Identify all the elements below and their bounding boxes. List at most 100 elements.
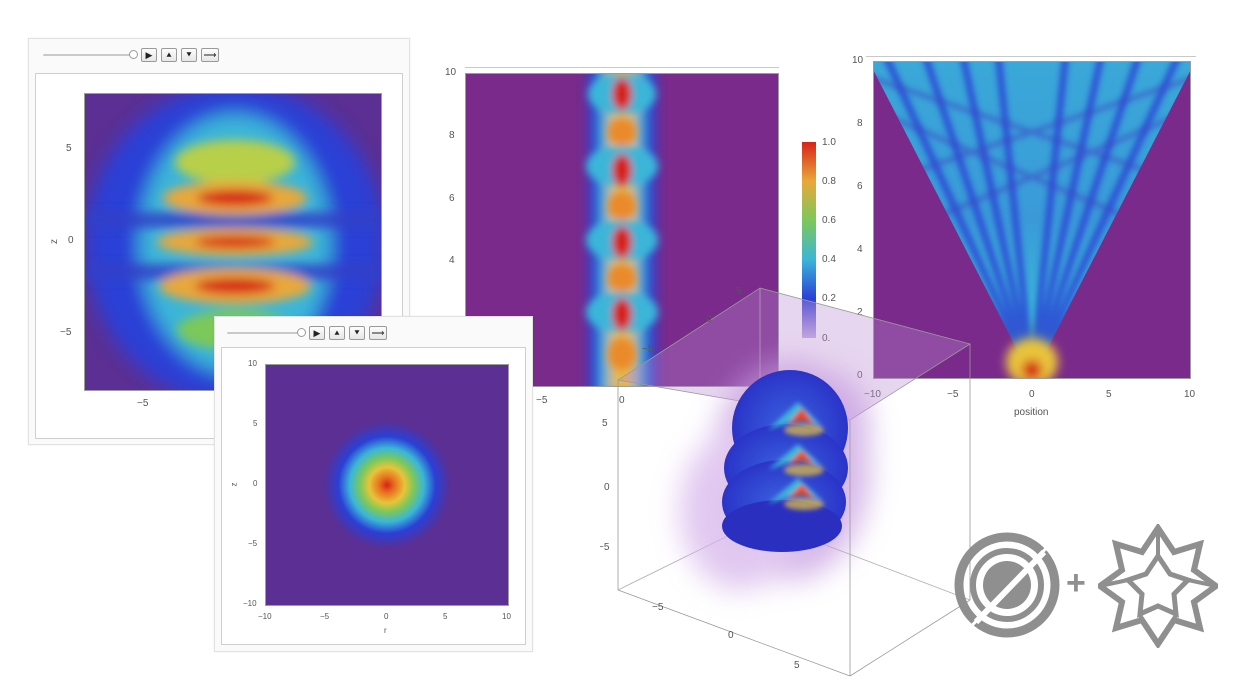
cube-ztick-top-0: 0 (706, 314, 712, 325)
double-chevron-up-icon: ⯅ (165, 49, 173, 60)
cube-ytick-0: 0 (604, 482, 610, 493)
heatmap-1-ytick-neg5: −5 (60, 327, 72, 338)
arrow-right-icon: ⟶ (203, 49, 217, 60)
direction-button-2[interactable]: ⟶ (369, 326, 387, 340)
cube-ytick-5: 5 (602, 418, 608, 429)
heatmap-1-ytick-5: 5 (66, 143, 72, 154)
density-chevron-1-hot (788, 408, 814, 424)
heatmap-3-peak-3 (612, 226, 632, 258)
cube-xtick-0: 0 (728, 630, 734, 641)
animation-controls-2: ▶ ⯅ ⯆ ⟶ (227, 325, 387, 341)
heatmap-4-source-peak (1022, 360, 1042, 378)
heatmap-3-peak-4 (612, 298, 632, 330)
heatmap-1-dark-band-1 (85, 212, 381, 228)
heatmap-3-orange-2 (608, 192, 636, 220)
colorbar-tick-0.2: 0.2 (822, 293, 836, 304)
play-button-1[interactable]: ▶ (141, 48, 157, 62)
play-icon: ▶ (313, 327, 321, 338)
colorbar-tick-1: 1.0 (822, 137, 836, 148)
heatmap-4-xtick-0: 0 (1029, 389, 1035, 400)
faster-button-2[interactable]: ⯅ (329, 326, 345, 340)
play-button-2[interactable]: ▶ (309, 326, 325, 340)
heatmap-3-ytick-6: 6 (449, 193, 455, 204)
cube-ztick-top-neg5: −5 (642, 344, 654, 355)
wolfram-spikey-icon (1098, 524, 1218, 648)
animation-controls-1: ▶ ⯅ ⯆ ⟶ (43, 47, 219, 63)
heatmap-4-xtick-5: 5 (1106, 389, 1112, 400)
heatmap-4-top-axis (866, 56, 1196, 57)
heatmap-2-ytick-10: 10 (248, 359, 257, 368)
heatmap-4-ytick-6: 6 (857, 181, 863, 192)
slower-button-1[interactable]: ⯆ (181, 48, 197, 62)
aperture-lens-icon (954, 532, 1060, 640)
double-chevron-down-icon: ⯆ (185, 49, 193, 60)
heatmap-1-lobe-top (175, 140, 295, 184)
double-chevron-down-icon: ⯆ (353, 327, 361, 338)
heatmap-3-ytick-4: 4 (449, 255, 455, 266)
density-lobe-4 (722, 500, 842, 552)
heatmap-3-ytick-8: 8 (449, 130, 455, 141)
heatmap-2-ytick-neg5: −5 (248, 539, 258, 548)
heatmap-3-orange-4 (608, 338, 636, 370)
heatmap-3-orange-3 (608, 264, 636, 292)
heatmap-2-xtick-5: 5 (443, 612, 448, 621)
heatmap-2-xlabel: r (384, 626, 387, 635)
heatmap-3-peak-2 (612, 154, 632, 186)
direction-button-1[interactable]: ⟶ (201, 48, 219, 62)
play-icon: ▶ (145, 49, 153, 60)
cube-ztick-top-5: 5 (736, 286, 742, 297)
heatmap-1-ytick-0: 0 (68, 235, 74, 246)
colorbar-tick-0.4: 0.4 (822, 254, 836, 265)
arrow-right-icon: ⟶ (371, 327, 385, 338)
heatmap-3-xtick-0: 0 (619, 395, 625, 406)
heatmap-2-xtick-neg5: −5 (320, 612, 330, 621)
heatmap-1-peak-4 (195, 278, 275, 294)
heatmap-2-ytick-0: 0 (253, 479, 258, 488)
heatmap-2-xtick-neg10: −10 (258, 612, 272, 621)
heatmap-4-ytick-4: 4 (857, 244, 863, 255)
slider-thumb-1[interactable] (129, 50, 138, 59)
heatmap-3-orange-1 (608, 118, 636, 146)
heatmap-4-ytick-10: 10 (852, 55, 864, 66)
heatmap-2 (266, 365, 508, 605)
heatmap-1 (85, 94, 381, 390)
heatmap-4-xtick-10: 10 (1184, 389, 1196, 400)
heatmap-4-xtick-neg5: −5 (947, 389, 959, 400)
heatmap-4 (874, 62, 1190, 378)
heatmap-4-ytick-0: 0 (857, 370, 863, 381)
heatmap-4-ytick-8: 8 (857, 118, 863, 129)
cube-ytick-neg5: −5 (600, 542, 610, 553)
cube-xtick-neg5: −5 (652, 602, 664, 613)
cube-xtick-5: 5 (794, 660, 800, 671)
colorbar-tick-0.6: 0.6 (822, 215, 836, 226)
colorbar-gradient (802, 142, 816, 338)
heatmap-1-xtick-neg5: −5 (137, 398, 149, 409)
animation-slider-2[interactable] (227, 328, 306, 337)
heatmap-4-xlabel: position (1014, 407, 1049, 418)
faster-button-1[interactable]: ⯅ (161, 48, 177, 62)
density-chevron-3-hot (788, 484, 814, 498)
slider-thumb-2[interactable] (297, 328, 306, 337)
heatmap-2-xtick-0: 0 (384, 612, 389, 621)
heatmap-2-peak (323, 421, 451, 549)
colorbar-tick-0.8: 0.8 (822, 176, 836, 187)
heatmap-4-source-glow (1006, 338, 1058, 378)
animation-slider-1[interactable] (43, 50, 138, 59)
heatmap-2-xtick-10: 10 (502, 612, 511, 621)
heatmap-3-peak-1 (612, 78, 632, 110)
colorbar (802, 142, 816, 338)
heatmap-2-ylabel: z (229, 482, 239, 487)
slower-button-2[interactable]: ⯆ (349, 326, 365, 340)
density-glow-2 (784, 464, 824, 476)
heatmap-2-ytick-neg10: −10 (243, 599, 257, 608)
heatmap-3-ytick-10: 10 (445, 67, 457, 78)
heatmap-3-xtick-neg5: −5 (536, 395, 548, 406)
density-chevron-2-hot (788, 450, 814, 464)
plus-sign: + (1066, 564, 1086, 602)
density-3d-plot[interactable]: 5 0 −5 5 0 −5 −5 0 5 (600, 280, 980, 680)
heatmap-3-top-axis (465, 67, 779, 68)
colorbar-tick-0: 0. (822, 333, 831, 344)
heatmap-1-peak-2 (197, 190, 273, 206)
heatmap-2-ytick-5: 5 (253, 419, 258, 428)
density-glow-1 (784, 424, 824, 436)
